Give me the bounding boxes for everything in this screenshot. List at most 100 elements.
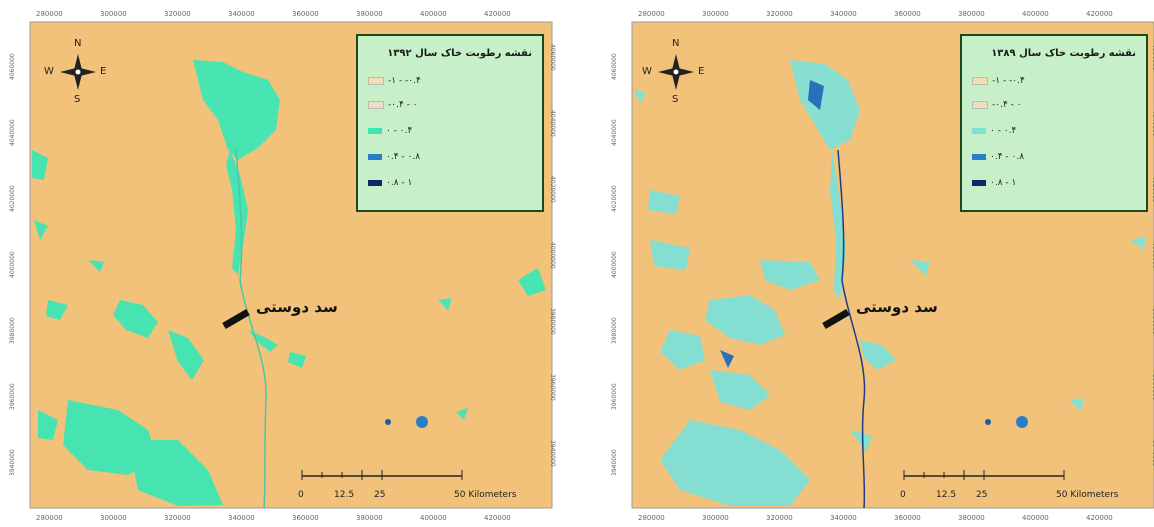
river-line [837,149,866,509]
tick-label-y: 3960000 [9,383,16,410]
legend-swatch [368,154,382,160]
tick-label-y: 4020000 [549,176,556,203]
tick-label-y: 4000000 [9,251,16,278]
soil-moisture-map-1389: N S E W نقشه رطوبت خاک سال ۱۳۸۹ -۱ - -۰.… [610,0,1154,527]
tick-label-y: 3980000 [549,308,556,335]
tick-label-y: 4020000 [611,185,618,212]
legend-swatch [972,128,986,134]
scale-label: 25 [976,490,988,500]
map-legend: نقشه رطوبت خاک سال ۱۳۹۲ -۱ - -۰.۴ -۰.۴ -… [356,34,544,212]
legend-swatch [972,77,988,85]
compass-south-label: S [672,94,679,105]
scale-bar-graphic [903,470,1065,480]
tick-label-x: 380000 [356,10,383,18]
dam-marker [222,308,250,330]
tick-label-x: 300000 [100,10,127,18]
legend-item: -۱ - -۰.۴ [972,76,1025,86]
legend-swatch [368,180,382,186]
legend-item: -۱ - -۰.۴ [368,76,421,86]
tick-label-y: 4040000 [9,119,16,146]
river-line [235,149,267,509]
tick-label-y: 3940000 [549,440,556,467]
legend-swatch [368,77,384,85]
tick-label-x: 380000 [958,10,985,18]
tick-label-x: 280000 [638,10,665,18]
north-arrow-graphic [60,54,96,90]
tick-label-x: 360000 [292,10,319,18]
legend-swatch [972,180,986,186]
legend-item: ۰.۸ - ۱ [368,178,412,188]
tick-label-y: 4040000 [611,119,618,146]
tick-label-x: 340000 [830,514,857,522]
tick-label-x: 320000 [164,10,191,18]
scale-bar-graphic [301,470,463,480]
legend-item: ۰ - ۰.۴ [972,126,1016,136]
tick-label-x: 400000 [1022,514,1049,522]
tick-label-x: 280000 [638,514,665,522]
dam-label: سد دوستی [856,298,938,316]
water-body-large [416,416,428,428]
dam-marker [822,308,850,330]
tick-label-y: 3980000 [611,317,618,344]
map-canvas [610,0,1154,527]
scale-label: 12.5 [334,490,355,500]
wet-areas [634,60,1146,506]
tick-label-y: 4020000 [9,185,16,212]
tick-label-y: 3960000 [611,383,618,410]
tick-label-x: 360000 [894,514,921,522]
tick-label-x: 400000 [1022,10,1049,18]
tick-label-x: 420000 [484,10,511,18]
tick-label-x: 360000 [894,10,921,18]
tick-label-x: 380000 [958,514,985,522]
compass-east-label: E [100,66,107,77]
tick-label-x: 420000 [1086,10,1113,18]
tick-label-x: 280000 [36,514,63,522]
scale-label: 12.5 [936,490,957,500]
legend-swatch [972,154,986,160]
legend-item: ۰.۸ - ۱ [972,178,1016,188]
tick-label-x: 420000 [1086,514,1113,522]
compass-north-label: N [74,38,82,49]
scale-label: 0 [900,490,906,500]
legend-swatch [368,128,382,134]
tick-label-y: 3980000 [9,317,16,344]
compass-north-label: N [672,38,680,49]
tick-label-x: 300000 [702,10,729,18]
north-arrow-graphic [658,54,694,90]
tick-label-x: 340000 [228,10,255,18]
tick-label-x: 340000 [830,10,857,18]
compass-east-label: E [698,66,705,77]
tick-label-x: 300000 [100,514,127,522]
tick-label-y: 3940000 [9,449,16,476]
tick-label-y: 4060000 [549,44,556,71]
deep-wet-areas [720,80,824,368]
water-body-small [385,419,391,425]
tick-label-x: 420000 [484,514,511,522]
water-body-large [1016,416,1028,428]
tick-label-x: 400000 [420,514,447,522]
tick-label-y: 4040000 [549,110,556,137]
tick-label-y: 4000000 [549,242,556,269]
legend-swatch [368,101,384,109]
legend-item: ۰.۴ - ۰.۸ [368,152,420,162]
legend-item: ۰ - ۰.۴ [368,126,412,136]
legend-swatch [972,101,988,109]
legend-item: -۰.۴ - ۰ [368,100,418,110]
dam-label: سد دوستی [256,298,338,316]
scale-label: 25 [374,490,386,500]
tick-label-x: 340000 [228,514,255,522]
tick-label-x: 400000 [420,10,447,18]
compass-south-label: S [74,94,81,105]
water-body-small [985,419,991,425]
legend-item: -۰.۴ - ۰ [972,100,1022,110]
legend-title: نقشه رطوبت خاک سال ۱۳۹۲ [387,48,532,59]
map-legend: نقشه رطوبت خاک سال ۱۳۸۹ -۱ - -۰.۴ -۰.۴ -… [960,34,1148,212]
scale-label: 50 Kilometers [1056,490,1119,500]
tick-label-x: 320000 [766,10,793,18]
tick-label-x: 300000 [702,514,729,522]
scale-label: 50 Kilometers [454,490,517,500]
compass-west-label: W [44,66,54,77]
wet-areas [32,60,546,506]
tick-label-x: 320000 [164,514,191,522]
soil-moisture-map-1392: N S E W نقشه رطوبت خاک سال ۱۳۹۲ -۱ - -۰.… [8,0,568,527]
